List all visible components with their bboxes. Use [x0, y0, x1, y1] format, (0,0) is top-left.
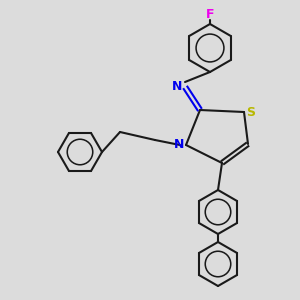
Text: N: N: [174, 139, 184, 152]
Text: S: S: [247, 106, 256, 118]
Text: N: N: [172, 80, 182, 92]
Text: F: F: [206, 8, 214, 22]
